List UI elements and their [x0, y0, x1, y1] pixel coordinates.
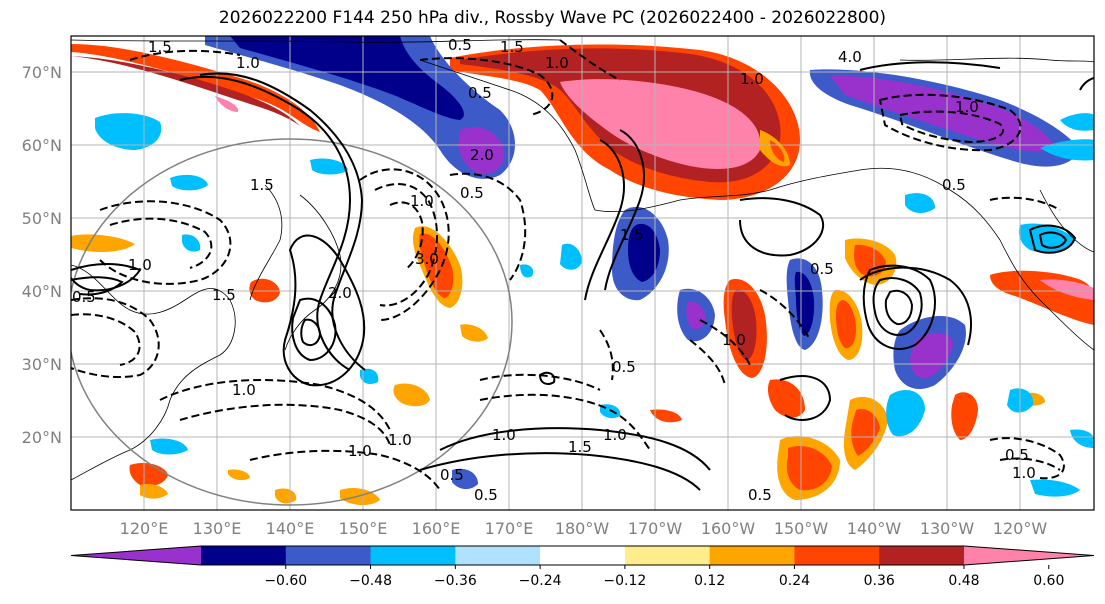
colorbar-tick-label: −0.60: [264, 573, 307, 589]
map-title: 2026022200 F144 250 hPa div., Rossby Wav…: [218, 8, 887, 28]
svg-text:1.0: 1.0: [236, 54, 260, 72]
svg-text:1.5: 1.5: [148, 38, 172, 56]
lat-label: 60°N: [22, 136, 62, 155]
graticule: [71, 36, 1094, 510]
plot-area: 1.5 1.0 0.5 1.5 4.0 1.0 1.0 0.5 2.0 1.0 …: [71, 36, 1094, 510]
colorbar-tick-label: 0.36: [864, 573, 895, 589]
svg-text:0.5: 0.5: [748, 486, 772, 504]
colorbar-outline: [70, 545, 1095, 566]
svg-text:0.5: 0.5: [72, 288, 96, 306]
colorbar-segment: [964, 546, 1094, 565]
colorbar-segment: [71, 546, 201, 565]
lon-label: 140°W: [847, 519, 902, 538]
svg-text:1.5: 1.5: [500, 38, 524, 56]
positive-divergence-fill: [71, 44, 1094, 506]
svg-text:1.5: 1.5: [250, 176, 274, 194]
svg-text:1.0: 1.0: [410, 192, 434, 210]
colorbar-tick-label: −0.24: [519, 573, 562, 589]
svg-text:0.5: 0.5: [474, 486, 498, 504]
lon-label: 160°E: [412, 519, 461, 538]
lon-label: 130°W: [920, 519, 975, 538]
svg-text:0.5: 0.5: [612, 358, 636, 376]
svg-text:1.0: 1.0: [955, 98, 979, 116]
lon-label: 160°W: [701, 519, 756, 538]
svg-text:1.5: 1.5: [568, 438, 592, 456]
svg-text:0.5: 0.5: [440, 466, 464, 484]
colorbar-segment: [709, 546, 795, 565]
positive-contours: [71, 61, 1094, 491]
colorbar-segment: [794, 546, 880, 565]
lat-label: 20°N: [22, 428, 62, 447]
lon-label: 170°E: [485, 519, 534, 538]
colorbar-tick-label: −0.12: [603, 573, 646, 589]
svg-text:1.5: 1.5: [212, 286, 236, 304]
lat-label: 40°N: [22, 282, 62, 301]
svg-text:1.5: 1.5: [620, 226, 644, 244]
svg-text:1.0: 1.0: [740, 70, 764, 88]
colorbar-tick-label: −0.48: [349, 573, 392, 589]
lat-label: 30°N: [22, 355, 62, 374]
colorbar-segment: [455, 546, 541, 565]
lon-label: 180°W: [555, 519, 610, 538]
colorbar-tick-label: 0.24: [779, 573, 810, 589]
lon-label: 150°E: [339, 519, 388, 538]
svg-text:1.0: 1.0: [545, 54, 569, 72]
lat-label: 50°N: [22, 209, 62, 228]
plot-frame: [70, 35, 1095, 511]
coastlines: [71, 39, 1094, 481]
colorbar-tick-label: −0.36: [434, 573, 477, 589]
svg-text:4.0: 4.0: [838, 48, 862, 66]
svg-text:3.0: 3.0: [415, 250, 439, 268]
longitude-labels: 120°E 130°E 140°E 150°E 160°E 170°E 180°…: [120, 519, 1048, 538]
lon-label: 120°W: [993, 519, 1048, 538]
highlight-circle: [71, 138, 513, 506]
svg-text:1.0: 1.0: [603, 426, 627, 444]
svg-text:1.0: 1.0: [128, 256, 152, 274]
svg-text:0.5: 0.5: [810, 260, 834, 278]
svg-text:1.0: 1.0: [232, 381, 256, 399]
svg-text:1.0: 1.0: [1012, 464, 1036, 482]
lon-label: 130°E: [193, 519, 242, 538]
svg-text:0.5: 0.5: [1005, 446, 1029, 464]
colorbar: [70, 545, 1095, 566]
colorbar-tick-label: 0.12: [694, 573, 725, 589]
latitude-labels: 70°N 60°N 50°N 40°N 30°N 20°N: [22, 63, 62, 447]
colorbar-segment: [201, 546, 287, 565]
svg-text:0.5: 0.5: [460, 184, 484, 202]
svg-text:0.5: 0.5: [448, 36, 472, 54]
svg-text:2.0: 2.0: [470, 146, 494, 164]
colorbar-segment: [370, 546, 456, 565]
colorbar-segment: [540, 546, 626, 565]
contour-labels: 1.5 1.0 0.5 1.5 4.0 1.0 1.0 0.5 2.0 1.0 …: [72, 36, 1036, 504]
colorbar-segment: [624, 546, 711, 565]
colorbar-segment: [879, 546, 965, 565]
svg-text:2.0: 2.0: [328, 284, 352, 302]
negative-contours: [71, 39, 1065, 491]
svg-text:1.0: 1.0: [388, 431, 412, 449]
svg-text:0.5: 0.5: [942, 176, 966, 194]
svg-text:1.0: 1.0: [722, 331, 746, 349]
svg-text:1.0: 1.0: [492, 426, 516, 444]
colorbar-segment: [285, 546, 372, 565]
colorbar-ticks: −0.60 −0.48 −0.36 −0.24 −0.12 0.12 0.24 0.36 0.4…: [264, 565, 1064, 589]
svg-text:1.0: 1.0: [348, 442, 372, 460]
colorbar-tick-label: 0.60: [1033, 573, 1064, 589]
lon-label: 120°E: [120, 519, 169, 538]
svg-text:0.5: 0.5: [468, 84, 492, 102]
lon-label: 170°W: [628, 519, 683, 538]
lon-label: 140°E: [266, 519, 315, 538]
colorbar-tick-label: 0.48: [948, 573, 979, 589]
lat-label: 70°N: [22, 63, 62, 82]
lon-label: 150°W: [774, 519, 829, 538]
